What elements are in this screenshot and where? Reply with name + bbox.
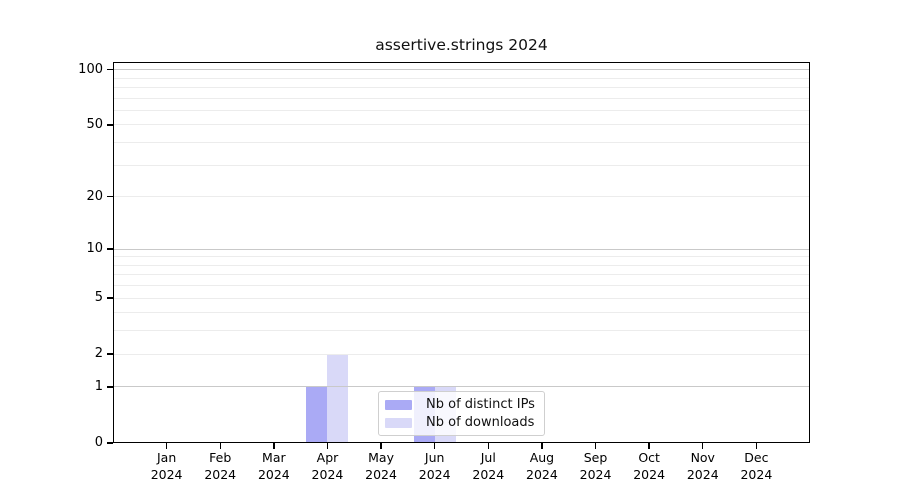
x-axis-tick [433,443,436,449]
y-axis-tick [107,195,113,198]
gridline-minor [113,330,810,332]
y-tick-label: 50 [86,116,103,132]
x-tick-label: Feb 2024 [204,450,237,482]
bar-nb-of-downloads-apr [327,354,349,443]
y-axis-tick [107,124,113,126]
gridline-minor [113,285,810,287]
gridline-minor [113,142,810,144]
gridline-major [113,248,810,250]
legend-item-downloads: Nb of downloads [385,416,536,429]
gridline-minor [113,256,810,258]
x-tick-label: Dec 2024 [740,450,773,482]
gridline-minor [113,274,810,276]
gridline-minor [113,124,810,126]
gridline-minor [113,353,810,355]
gridline-minor [113,312,810,314]
x-tick-label: Mar 2024 [257,450,290,482]
gridline-minor [113,264,810,266]
gridline-minor [113,86,810,88]
x-tick-label: Jul 2024 [472,450,505,482]
y-tick-label: 10 [86,241,103,256]
y-axis-tick [107,68,113,71]
gridline-minor [113,297,810,299]
x-axis-tick [755,443,758,449]
legend-item-distinct-ips: Nb of distinct IPs [385,398,536,411]
x-tick-label: Jan 2024 [150,450,183,482]
x-tick-label: Oct 2024 [633,450,666,482]
gridline-minor [113,77,810,79]
y-tick-label: 2 [94,346,103,362]
x-axis-tick [487,443,489,449]
bar-nb-of-distinct-ips-apr [306,386,328,443]
legend-swatch-distinct-ips-icon [385,399,412,410]
gridline-minor [113,109,810,111]
legend: Nb of distinct IPs Nb of downloads [378,391,545,436]
y-tick-label: 1 [94,378,103,394]
x-axis-tick [648,443,650,449]
y-axis-tick [107,297,113,299]
x-tick-label: Apr 2024 [311,450,344,482]
gridline-minor [113,196,810,198]
gridline-major [113,69,810,71]
gridline-major [113,386,810,388]
y-tick-label: 5 [94,290,103,306]
x-axis-tick [702,443,704,449]
x-tick-label: Aug 2024 [526,450,558,482]
x-tick-label: Nov 2024 [686,450,719,482]
legend-label-downloads: Nb of downloads [426,415,535,430]
x-axis-tick [273,443,275,449]
x-axis-tick [541,443,543,449]
legend-swatch-downloads-icon [385,417,412,428]
x-axis-tick [219,443,221,449]
x-axis-tick [380,443,382,449]
y-tick-label: 100 [78,61,103,77]
gridline-minor [113,97,810,99]
x-tick-label: May 2024 [365,450,397,482]
y-tick-label: 20 [86,188,103,204]
x-tick-label: Jun 2024 [418,450,451,482]
y-axis-tick [107,442,113,444]
x-tick-label: Sep 2024 [579,450,612,482]
gridline-minor [113,164,810,166]
y-axis-tick [107,386,113,388]
x-axis-tick [326,443,329,449]
x-axis-tick [594,443,597,449]
y-axis-tick [107,248,113,250]
y-tick-label: 0 [94,435,103,450]
x-axis-tick [165,443,168,449]
chart-title: assertive.strings 2024 [375,36,548,54]
legend-label-distinct-ips: Nb of distinct IPs [426,397,535,412]
y-axis-tick [107,353,113,355]
